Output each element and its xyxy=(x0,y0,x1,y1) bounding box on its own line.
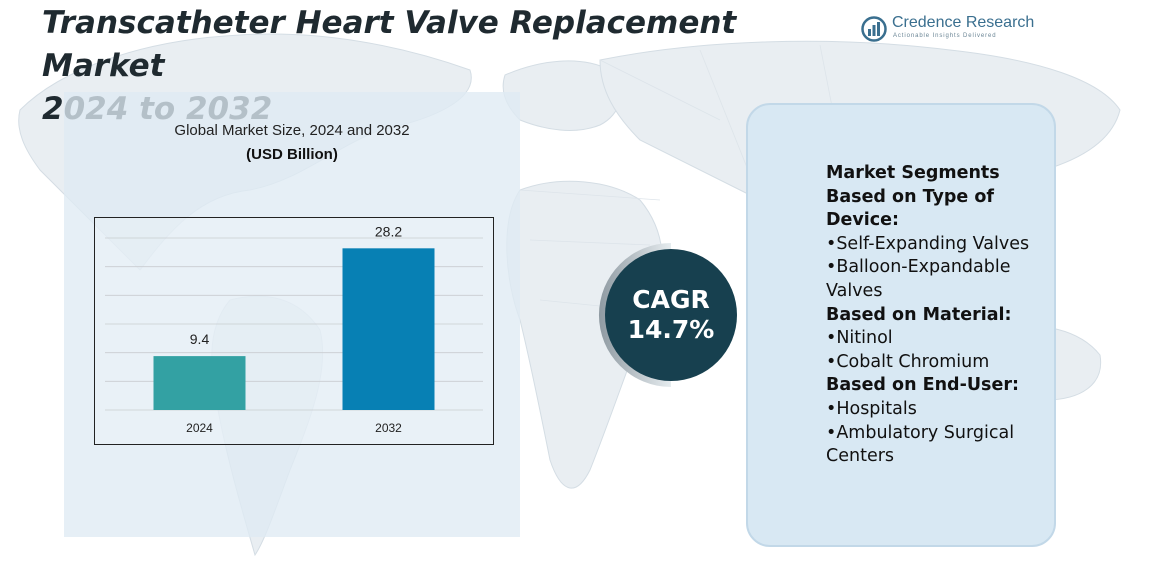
segment-heading: Based on End-User: xyxy=(826,375,1019,396)
segment-heading: Market Segments Based on Type of Device: xyxy=(826,163,1000,231)
chart-panel: Global Market Size, 2024 and 2032 (USD B… xyxy=(64,92,520,537)
segments-list: Market Segments Based on Type of Device:… xyxy=(826,162,1056,469)
cagr-value: 14.7% xyxy=(627,315,715,344)
cagr-circle: CAGR 14.7% xyxy=(605,249,737,381)
chart-frame: 9.4 2024 28.2 2032 xyxy=(94,217,494,445)
segments-panel: Market Segments Based on Type of Device:… xyxy=(746,103,1056,547)
bar-2032 xyxy=(342,248,435,410)
brand-logo: Credence Research Actionable Insights De… xyxy=(860,12,1040,46)
chart-title: Global Market Size, 2024 and 2032 xyxy=(174,122,410,139)
data-label-2024: 9.4 xyxy=(190,331,210,347)
segment-item: •Balloon-Expandable Valves xyxy=(826,257,1011,301)
logo-tagline: Actionable Insights Delivered xyxy=(893,33,997,39)
page-title-line-1: Transcatheter Heart Valve Replacement Ma… xyxy=(42,5,737,84)
segment-item: •Ambulatory Surgical Centers xyxy=(826,422,1015,467)
bar-chart: 9.4 2024 28.2 2032 xyxy=(105,223,483,435)
x-tick-label-2032: 2032 xyxy=(375,421,402,435)
data-label-2032: 28.2 xyxy=(375,223,402,239)
bar-2024 xyxy=(153,356,246,410)
cagr-badge: CAGR 14.7% xyxy=(576,227,746,397)
segment-item: •Nitinol xyxy=(826,328,893,349)
cagr-label: CAGR xyxy=(632,285,710,314)
segment-item: •Cobalt Chromium xyxy=(826,351,990,372)
segment-item: •Self-Expanding Valves xyxy=(826,233,1030,254)
segment-heading: Based on Material: xyxy=(826,304,1012,325)
logo-name: Credence Research xyxy=(892,14,1035,31)
x-tick-label-2024: 2024 xyxy=(186,421,213,435)
chart-unit: (USD Billion) xyxy=(246,146,338,163)
logo-icon xyxy=(861,16,887,42)
segment-item: •Hospitals xyxy=(826,398,917,419)
